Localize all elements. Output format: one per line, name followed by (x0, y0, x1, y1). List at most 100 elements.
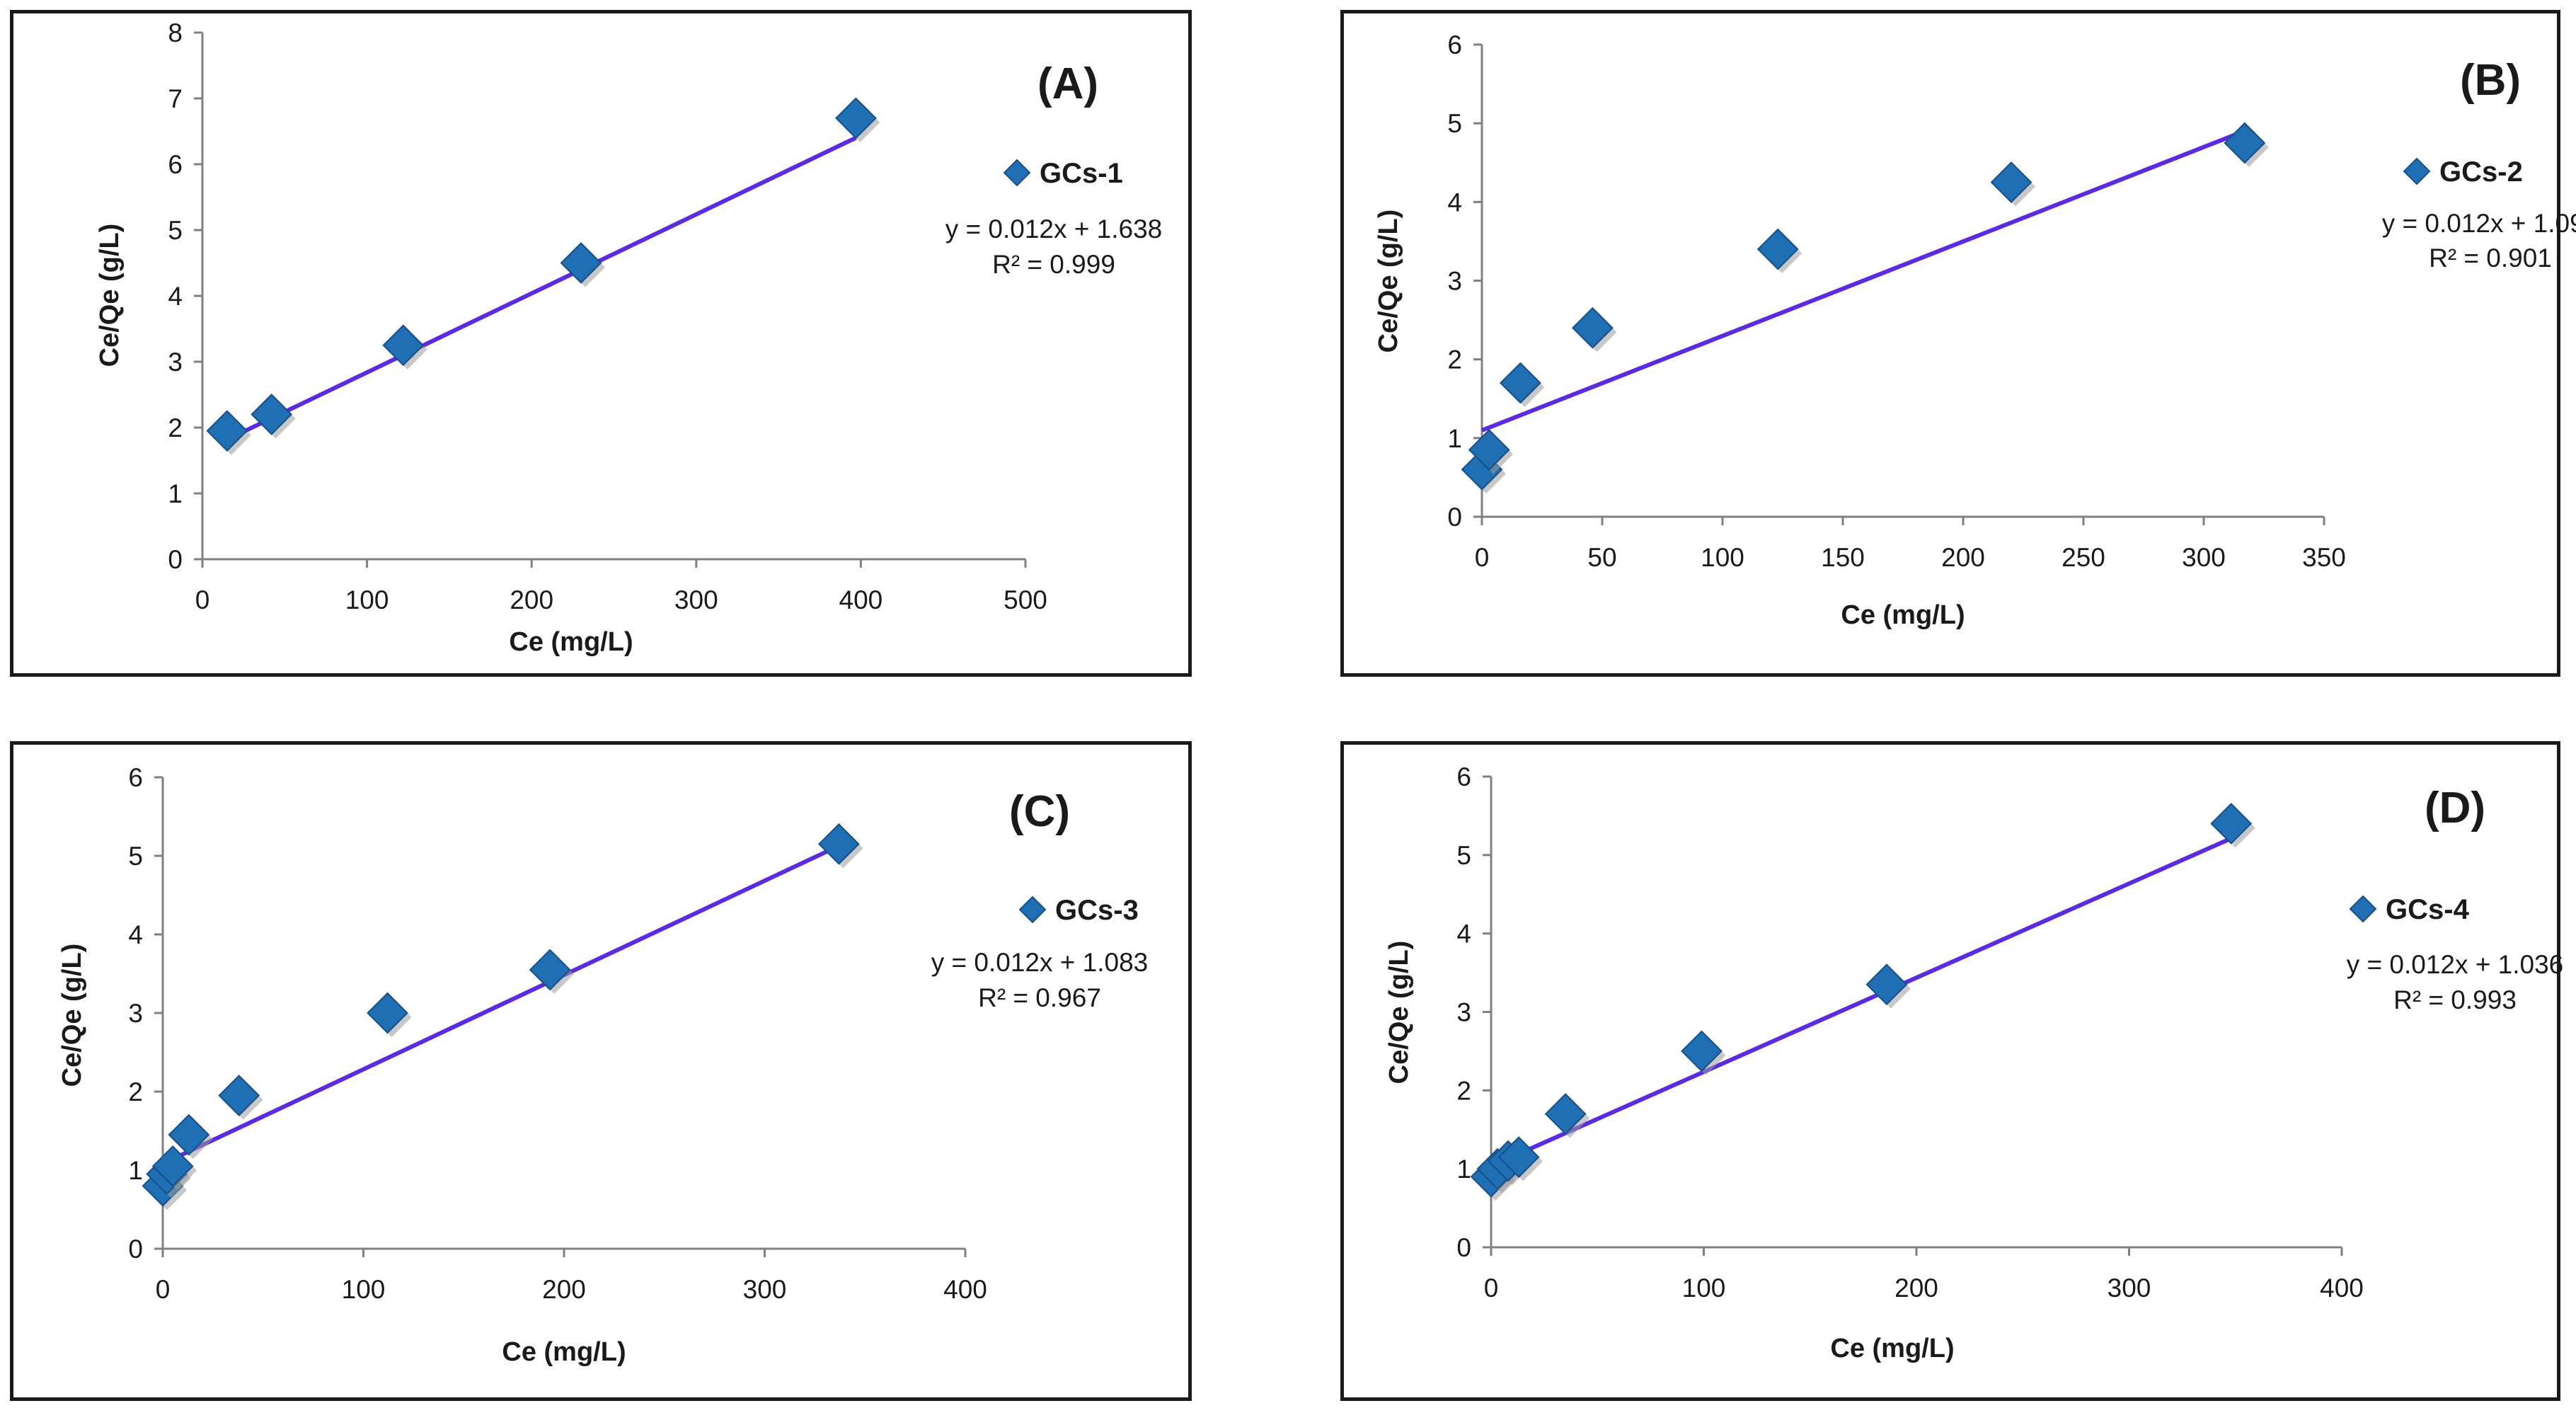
data-point (1497, 1136, 1540, 1178)
r-squared: R² = 0.993 (2393, 985, 2517, 1014)
chart-panel-c: 0 1 2 3 4 5 6 0 100 200 300 400 Ce (mg/L) Ce/Qe (g/L)… (10, 741, 1192, 1401)
legend-marker (1003, 159, 1031, 187)
y-tick-label: 6 (1456, 762, 1471, 791)
data-point (529, 949, 571, 991)
trendline-equation: y = 0.012x + 1.638 (945, 214, 1163, 244)
x-tick-label: 200 (1894, 1274, 1938, 1303)
x-tick-label: 300 (2108, 1274, 2151, 1303)
trendline (1490, 836, 2232, 1168)
chart-panel-b: 0 1 2 3 4 5 6 0 50 100 150 200 250 300 350 Ce (mg/L) Ce/… (1340, 10, 2576, 677)
y-tick-label: 6 (128, 763, 143, 792)
y-tick-label: 0 (1447, 503, 1462, 532)
y-tick-label: 3 (168, 348, 183, 377)
y-tick-label: 4 (168, 282, 183, 311)
x-axis-title: Ce (mg/L) (1830, 1334, 1954, 1363)
y-tick-label: 5 (168, 216, 183, 245)
legend-marker (1018, 895, 1047, 924)
x-tick-label: 250 (2062, 543, 2105, 572)
x-tick-label: 0 (156, 1275, 171, 1304)
x-tick-label: 500 (1004, 585, 1047, 614)
data-point (1865, 963, 1908, 1006)
data-point (1681, 1030, 1723, 1072)
data-point (835, 97, 877, 139)
trendline (161, 844, 840, 1166)
x-axis-title: Ce (mg/L) (1841, 600, 1965, 630)
y-tick-label: 1 (128, 1156, 143, 1185)
legend-label: GCs-3 (1055, 895, 1139, 926)
y-tick-label: 5 (1447, 109, 1462, 138)
x-tick-label: 100 (1701, 543, 1744, 572)
r-squared: R² = 0.999 (992, 250, 1115, 279)
y-tick-label: 4 (1447, 188, 1462, 217)
x-axis-title: Ce (mg/L) (509, 627, 633, 657)
x-tick-label: 300 (674, 585, 718, 614)
data-point (251, 393, 293, 435)
x-tick-label: 300 (743, 1275, 787, 1304)
y-axis-title: Ce/Qe (g/L) (57, 944, 87, 1087)
panel-label: (B) (2460, 56, 2521, 105)
legend-label: GCs-2 (2439, 156, 2523, 188)
y-tick-label: 7 (168, 84, 183, 113)
y-tick-label: 3 (1447, 267, 1462, 296)
y-tick-label: 6 (1447, 30, 1462, 59)
y-tick-label: 4 (128, 920, 143, 949)
panel-label: (A) (1037, 59, 1098, 108)
y-tick-label: 1 (1456, 1155, 1471, 1184)
r-squared: R² = 0.967 (978, 983, 1101, 1012)
x-tick-label: 0 (195, 585, 210, 614)
x-tick-label: 100 (342, 1275, 386, 1304)
trendline-equation: y = 0.012x + 1.098 (2382, 209, 2576, 238)
panel-label: (D) (2425, 784, 2485, 832)
y-tick-label: 0 (168, 545, 183, 574)
x-tick-label: 0 (1475, 543, 1490, 572)
x-axis-title: Ce (mg/L) (502, 1337, 626, 1367)
x-tick-label: 350 (2302, 543, 2346, 572)
x-tick-label: 0 (1484, 1274, 1499, 1303)
x-tick-label: 100 (345, 585, 389, 614)
x-tick-label: 400 (943, 1275, 987, 1304)
data-point (168, 1114, 210, 1156)
y-tick-label: 2 (128, 1077, 143, 1106)
y-tick-label: 2 (1456, 1076, 1471, 1105)
y-tick-label: 5 (1456, 841, 1471, 870)
y-tick-label: 8 (168, 18, 183, 47)
r-squared: R² = 0.901 (2429, 244, 2552, 273)
y-tick-label: 1 (168, 479, 183, 508)
y-tick-label: 1 (1447, 424, 1462, 453)
legend-marker (2349, 895, 2377, 923)
y-tick-label: 5 (128, 842, 143, 871)
y-tick-label: 0 (1456, 1233, 1471, 1262)
y-tick-label: 2 (168, 413, 183, 442)
chart-c-svg: 0 1 2 3 4 5 6 0 100 200 300 400 Ce (mg/L) Ce/Qe (g/L)… (57, 763, 1148, 1367)
x-tick-label: 150 (1821, 543, 1865, 572)
legend-marker (2403, 157, 2431, 185)
chart-a-svg: 0 1 2 3 4 5 6 7 8 0 100 200 300 400 500 Ce (mg/L) Ce/Qe … (95, 18, 1163, 657)
data-point (367, 992, 408, 1034)
x-tick-label: 400 (2320, 1274, 2364, 1303)
x-tick-label: 200 (542, 1275, 586, 1304)
y-tick-label: 0 (128, 1235, 143, 1264)
x-tick-label: 400 (839, 585, 883, 614)
trendline (226, 135, 857, 442)
panel-label: (C) (1009, 787, 1070, 836)
data-point (1499, 362, 1541, 404)
x-tick-label: 50 (1587, 543, 1616, 572)
x-tick-label: 300 (2182, 543, 2226, 572)
x-tick-label: 200 (510, 585, 553, 614)
legend-label: GCs-4 (2386, 894, 2470, 925)
data-point (206, 410, 248, 452)
data-point (1990, 161, 2032, 203)
data-point (817, 823, 860, 865)
x-tick-label: 200 (1941, 543, 1985, 572)
y-tick-label: 3 (128, 999, 143, 1028)
y-axis-title: Ce/Qe (g/L) (1384, 941, 1414, 1084)
data-point (2210, 803, 2253, 845)
legend-label: GCs-1 (1040, 158, 1123, 189)
y-tick-label: 6 (168, 150, 183, 179)
x-tick-label: 100 (1682, 1274, 1726, 1303)
y-tick-label: 3 (1456, 998, 1471, 1027)
y-tick-label: 4 (1456, 920, 1471, 949)
trendline (1480, 129, 2246, 433)
y-axis-title: Ce/Qe (g/L) (1374, 210, 1403, 353)
y-axis-title: Ce/Qe (g/L) (95, 224, 125, 367)
